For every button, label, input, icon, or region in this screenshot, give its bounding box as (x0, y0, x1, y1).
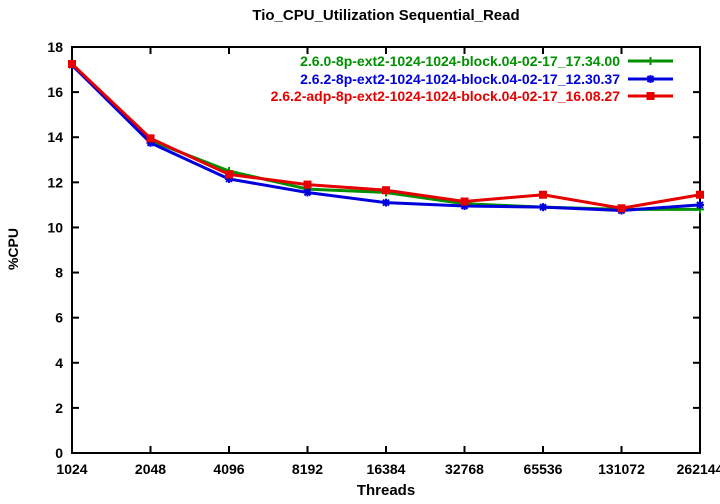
y-tick-label: 18 (47, 39, 63, 55)
y-tick-label: 10 (47, 219, 63, 235)
y-tick-label: 0 (55, 445, 63, 461)
marker-plus (646, 57, 655, 65)
marker-square (539, 190, 547, 199)
legend-label: 2.6.2-adp-8p-ext2-1024-1024-block.04-02-… (271, 88, 621, 104)
marker-star (460, 202, 469, 211)
marker-square (696, 190, 704, 199)
x-tick-label: 8192 (292, 461, 323, 477)
marker-square (617, 204, 626, 213)
y-tick-label: 16 (47, 84, 63, 100)
y-tick-label: 2 (55, 400, 63, 416)
x-tick-label: 4096 (213, 461, 244, 477)
marker-square (646, 92, 655, 100)
marker-star (539, 203, 547, 212)
x-tick-label: 262144 (677, 461, 720, 477)
marker-star (646, 75, 655, 83)
marker-star (696, 200, 704, 209)
x-tick-label: 131072 (598, 461, 645, 477)
marker-star (303, 188, 312, 197)
plot-border (71, 46, 701, 454)
x-tick-label: 16384 (367, 461, 406, 477)
y-tick-label: 12 (47, 174, 63, 190)
marker-square (68, 59, 76, 68)
x-tick-label: 1024 (56, 461, 87, 477)
marker-square (225, 170, 233, 179)
marker-square (382, 186, 390, 195)
y-tick-label: 4 (55, 355, 63, 371)
marker-star (382, 198, 390, 207)
legend-label: 2.6.0-8p-ext2-1024-1024-block.04-02-17_1… (300, 53, 620, 69)
marker-star (225, 174, 233, 183)
x-tick-label: 2048 (135, 461, 166, 477)
chart-title: Tio_CPU_Utilization Sequential_Read (252, 7, 520, 24)
legend-label: 2.6.2-8p-ext2-1024-1024-block.04-02-17_1… (300, 71, 620, 87)
x-axis-label: Threads (356, 482, 416, 499)
x-tick-label: 32768 (445, 461, 484, 477)
y-tick-label: 6 (55, 310, 63, 326)
x-tick-label: 65536 (524, 461, 563, 477)
marker-square (460, 197, 469, 206)
y-tick-label: 14 (47, 129, 63, 145)
marker-square (303, 180, 312, 189)
marker-star (146, 138, 155, 147)
y-tick-label: 8 (55, 265, 63, 281)
marker-square (146, 134, 155, 143)
